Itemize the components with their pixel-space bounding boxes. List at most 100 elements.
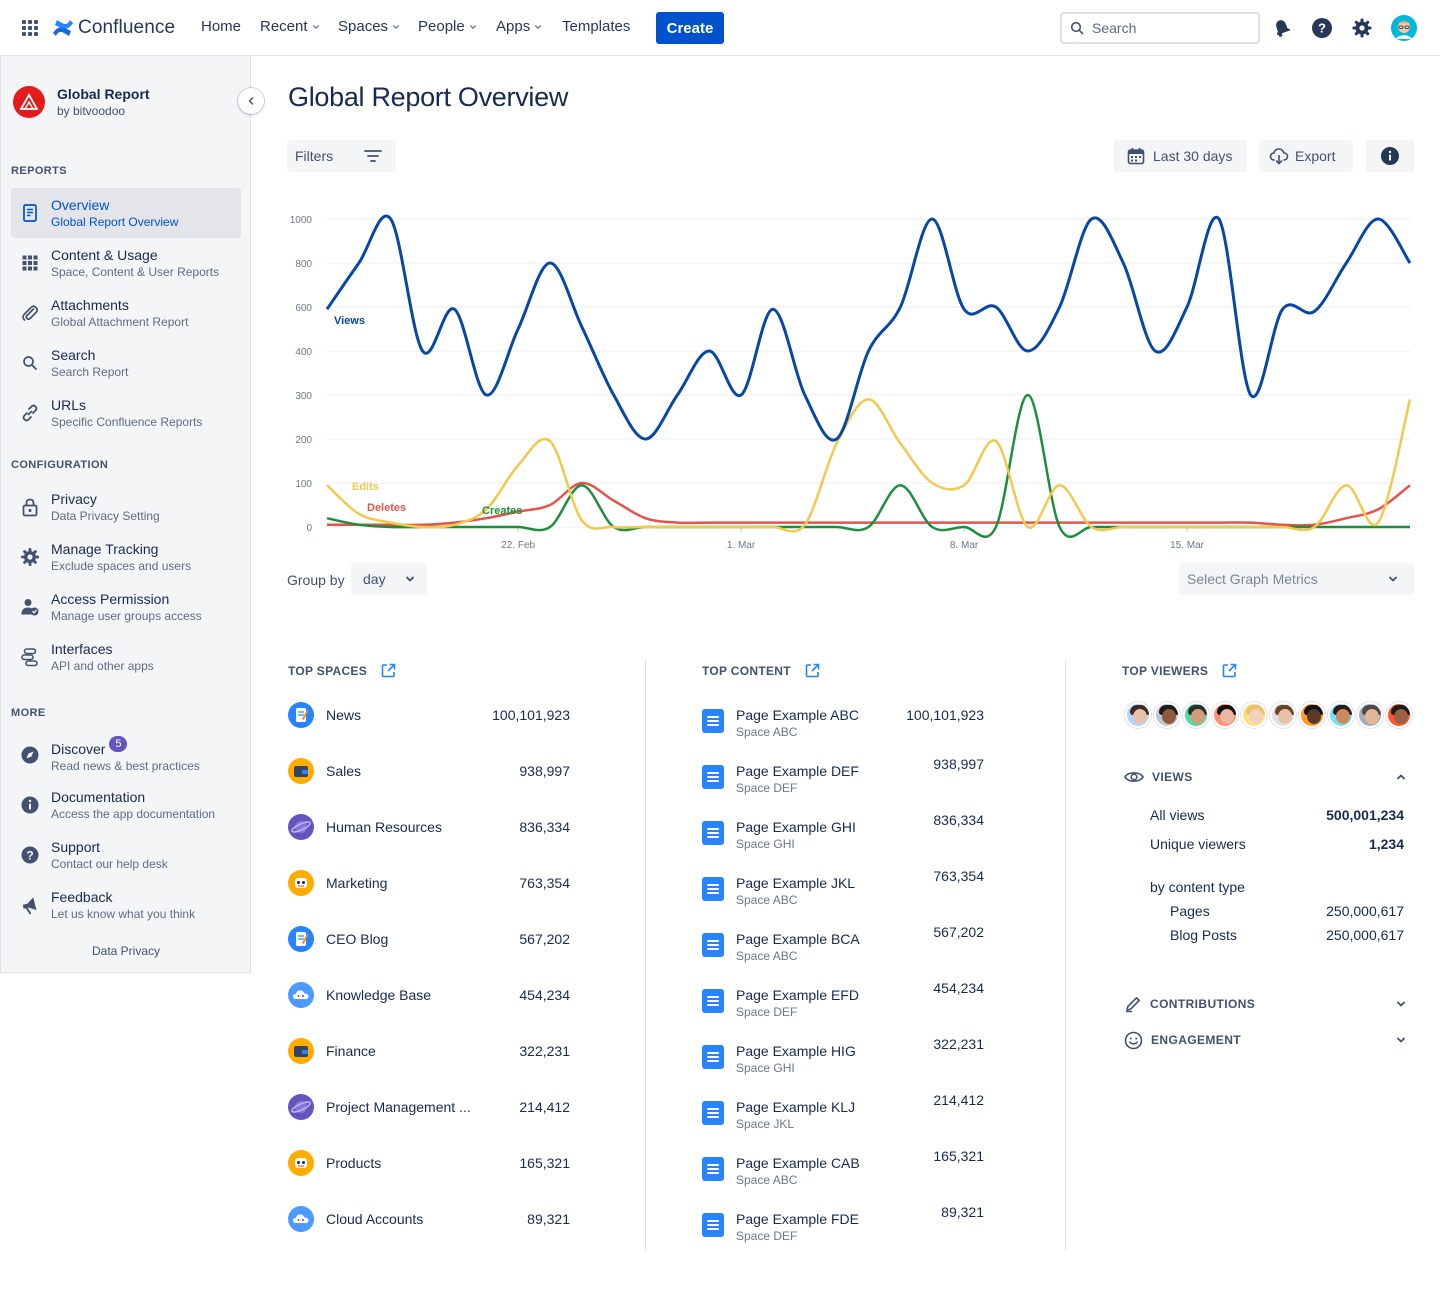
engagement-section-toggle[interactable]: ENGAGEMENT bbox=[1124, 1030, 1406, 1050]
group-by-select[interactable]: day bbox=[351, 563, 427, 595]
export-button[interactable]: Export bbox=[1259, 140, 1353, 172]
viewer-avatar[interactable] bbox=[1357, 702, 1383, 728]
search-input[interactable] bbox=[1092, 20, 1242, 36]
space-name[interactable]: Finance bbox=[326, 1043, 376, 1059]
sidebar-item-title: URLs bbox=[51, 397, 202, 414]
planet-icon bbox=[288, 814, 314, 840]
content-row[interactable]: Page Example BCA Space ABC 567,202 bbox=[702, 924, 984, 971]
space-row[interactable]: Sales 938,997 bbox=[288, 758, 570, 784]
content-row[interactable]: Page Example FDE Space DEF 89,321 bbox=[702, 1204, 984, 1251]
sidebar-item-content-usage[interactable]: Content & Usage Space, Content & User Rep… bbox=[11, 238, 241, 288]
sidebar-item-overview[interactable]: Overview Global Report Overview bbox=[11, 188, 241, 238]
viewer-avatar[interactable] bbox=[1154, 702, 1180, 728]
content-row[interactable]: Page Example DEF Space DEF 938,997 bbox=[702, 756, 984, 803]
sidebar-item-access-permission[interactable]: Access Permission Manage user groups acce… bbox=[11, 582, 241, 632]
nav-home[interactable]: Home bbox=[201, 18, 241, 35]
viewer-avatar[interactable] bbox=[1241, 702, 1267, 728]
top-viewers-heading: TOP VIEWERS bbox=[1122, 663, 1237, 678]
sidebar-item-subtitle: Global Attachment Report bbox=[51, 314, 189, 329]
viewer-avatar[interactable] bbox=[1125, 702, 1151, 728]
content-title[interactable]: Page Example EFD bbox=[736, 987, 859, 1003]
confluence-logo[interactable]: Confluence bbox=[52, 15, 175, 41]
external-link-icon[interactable] bbox=[381, 663, 396, 678]
create-button[interactable]: Create bbox=[656, 12, 724, 44]
space-name[interactable]: Project Management ... bbox=[326, 1099, 471, 1115]
content-row[interactable]: Page Example ABC Space ABC 100,101,923 bbox=[702, 707, 984, 747]
space-name[interactable]: CEO Blog bbox=[326, 931, 389, 947]
content-title[interactable]: Page Example GHI bbox=[736, 819, 856, 835]
space-row[interactable]: Project Management ... 214,412 bbox=[288, 1094, 570, 1120]
content-title[interactable]: Page Example JKL bbox=[736, 875, 856, 891]
content-row[interactable]: Page Example JKL Space ABC 763,354 bbox=[702, 868, 984, 915]
sidebar-item-interfaces[interactable]: Interfaces API and other apps bbox=[11, 632, 241, 682]
sidebar-item-support[interactable]: ? Support Contact our help desk bbox=[11, 830, 241, 880]
space-name[interactable]: News bbox=[326, 707, 362, 723]
sidebar-item-attachments[interactable]: Attachments Global Attachment Report bbox=[11, 288, 241, 338]
space-name[interactable]: Products bbox=[326, 1155, 382, 1171]
sidebar-item-privacy[interactable]: Privacy Data Privacy Setting bbox=[11, 482, 241, 532]
sidebar-item-feedback[interactable]: Feedback Let us know what you think bbox=[11, 880, 241, 930]
space-name[interactable]: Knowledge Base bbox=[326, 987, 432, 1003]
views-section-toggle[interactable]: VIEWS bbox=[1124, 767, 1406, 787]
space-row[interactable]: Knowledge Base 454,234 bbox=[288, 982, 570, 1008]
user-avatar[interactable] bbox=[1391, 15, 1417, 41]
filters-button[interactable]: Filters bbox=[287, 140, 396, 172]
date-range-button[interactable]: Last 30 days bbox=[1114, 140, 1247, 172]
notifications-icon[interactable] bbox=[1270, 16, 1294, 40]
info-button[interactable] bbox=[1366, 140, 1414, 172]
sidebar-item-title: Interfaces bbox=[51, 641, 154, 658]
space-row[interactable]: Finance 322,231 bbox=[288, 1038, 570, 1064]
content-title[interactable]: Page Example BCA bbox=[736, 931, 860, 947]
content-row[interactable]: Page Example CAB Space ABC 165,321 bbox=[702, 1148, 984, 1195]
content-row[interactable]: Page Example KLJ Space JKL 214,412 bbox=[702, 1092, 984, 1139]
viewer-avatar[interactable] bbox=[1328, 702, 1354, 728]
sidebar-item-discover[interactable]: Discover 5 Read news & best practices bbox=[11, 730, 241, 780]
content-title[interactable]: Page Example CAB bbox=[736, 1155, 860, 1171]
external-link-icon[interactable] bbox=[1222, 663, 1237, 678]
nav-templates[interactable]: Templates bbox=[562, 18, 630, 35]
app-header[interactable]: Global Report by bitvoodoo bbox=[13, 86, 150, 118]
external-link-icon[interactable] bbox=[805, 663, 820, 678]
viewer-avatar[interactable] bbox=[1270, 702, 1296, 728]
settings-gear-icon[interactable] bbox=[1350, 16, 1374, 40]
space-row[interactable]: News 100,101,923 bbox=[288, 702, 570, 728]
viewer-avatar[interactable] bbox=[1183, 702, 1209, 728]
viewer-avatar[interactable] bbox=[1386, 702, 1412, 728]
space-name[interactable]: Cloud Accounts bbox=[326, 1211, 424, 1227]
viewer-avatar[interactable] bbox=[1299, 702, 1325, 728]
sidebar-item-search[interactable]: Search Search Report bbox=[11, 338, 241, 388]
app-switcher-icon[interactable] bbox=[22, 20, 38, 36]
viewer-avatar[interactable] bbox=[1212, 702, 1238, 728]
graph-metrics-select[interactable]: Select Graph Metrics bbox=[1179, 563, 1414, 595]
nav-people[interactable]: People bbox=[418, 18, 477, 35]
content-row[interactable]: Page Example GHI Space GHI 836,334 bbox=[702, 812, 984, 859]
help-icon[interactable]: ? bbox=[1310, 16, 1334, 40]
content-title[interactable]: Page Example ABC bbox=[736, 707, 859, 723]
sidebar-item-documentation[interactable]: Documentation Access the app documentatio… bbox=[11, 780, 241, 830]
sidebar-item-urls[interactable]: URLs Specific Confluence Reports bbox=[11, 388, 241, 438]
content-title[interactable]: Page Example HIG bbox=[736, 1043, 856, 1059]
space-name[interactable]: Marketing bbox=[326, 875, 388, 891]
collapse-sidebar-button[interactable] bbox=[238, 88, 264, 114]
page-document-icon bbox=[702, 1045, 724, 1069]
data-privacy-link[interactable]: Data Privacy bbox=[91, 944, 161, 958]
content-row[interactable]: Page Example HIG Space GHI 322,231 bbox=[702, 1036, 984, 1083]
space-row[interactable]: Cloud Accounts 89,321 bbox=[288, 1206, 570, 1232]
space-row[interactable]: Human Resources 836,334 bbox=[288, 814, 570, 840]
space-row[interactable]: Marketing 763,354 bbox=[288, 870, 570, 896]
sidebar-item-manage-tracking[interactable]: Manage Tracking Exclude spaces and users bbox=[11, 532, 241, 582]
content-title[interactable]: Page Example FDE bbox=[736, 1211, 859, 1227]
nav-spaces[interactable]: Spaces bbox=[338, 18, 400, 35]
nav-apps[interactable]: Apps bbox=[496, 18, 542, 35]
space-row[interactable]: CEO Blog 567,202 bbox=[288, 926, 570, 952]
contributions-section-toggle[interactable]: CONTRIBUTIONS bbox=[1124, 994, 1406, 1014]
space-name[interactable]: Sales bbox=[326, 763, 362, 779]
search-box[interactable] bbox=[1060, 12, 1260, 44]
content-title[interactable]: Page Example DEF bbox=[736, 763, 859, 779]
content-row[interactable]: Page Example EFD Space DEF 454,234 bbox=[702, 980, 984, 1027]
space-row[interactable]: Products 165,321 bbox=[288, 1150, 570, 1176]
space-views: 763,354 bbox=[519, 875, 570, 891]
nav-recent[interactable]: Recent bbox=[260, 18, 320, 35]
content-title[interactable]: Page Example KLJ bbox=[736, 1099, 856, 1115]
space-name[interactable]: Human Resources bbox=[326, 819, 442, 835]
